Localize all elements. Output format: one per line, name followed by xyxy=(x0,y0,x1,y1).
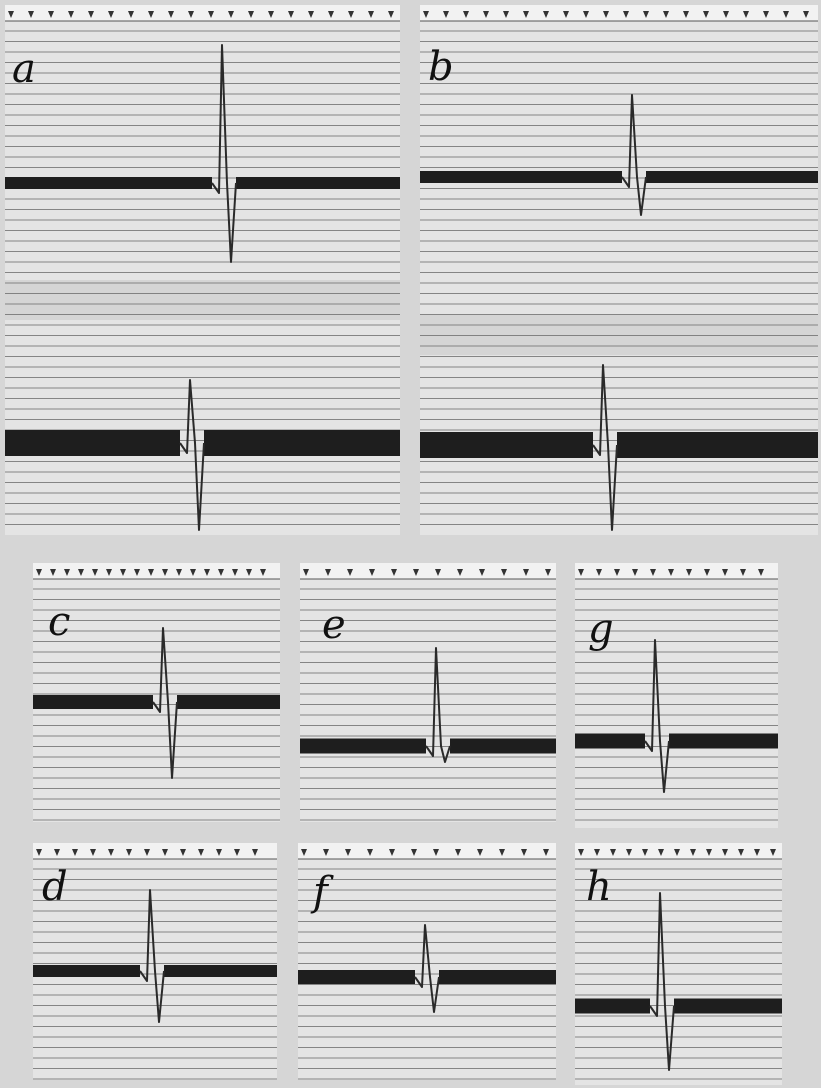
oscillogram-panel xyxy=(33,843,277,1080)
panel-label: g xyxy=(588,606,614,652)
trace xyxy=(164,965,277,977)
trace xyxy=(298,970,415,984)
exposure-band xyxy=(420,315,818,355)
trace xyxy=(420,432,593,458)
trace xyxy=(575,999,650,1014)
time-strip xyxy=(33,563,280,579)
trace xyxy=(204,430,400,456)
time-strip xyxy=(575,563,778,579)
trace xyxy=(674,999,782,1014)
time-strip xyxy=(300,563,556,579)
panel-label: c xyxy=(48,599,70,645)
panel-label: a xyxy=(12,46,36,92)
trace xyxy=(33,695,153,709)
page: {"panels": [ {"label": "a"}, {"label": "… xyxy=(0,0,821,1088)
figure-plate: abcdefgh xyxy=(0,0,821,1088)
oscillogram-panel xyxy=(420,5,818,535)
trace xyxy=(646,171,818,183)
time-strip xyxy=(33,843,277,859)
trace xyxy=(236,177,400,189)
oscillogram-panel xyxy=(575,563,778,828)
trace xyxy=(575,734,645,749)
panel-label: b xyxy=(428,44,454,90)
exposure-band xyxy=(5,280,400,320)
panel-background xyxy=(298,843,556,1080)
trace xyxy=(177,695,280,709)
trace xyxy=(300,739,426,754)
trace xyxy=(5,177,212,189)
time-strip xyxy=(5,5,400,21)
trace xyxy=(439,970,556,984)
trace xyxy=(5,430,180,456)
oscillogram-panel xyxy=(5,5,400,535)
trace xyxy=(617,432,818,458)
panel-label: e xyxy=(322,602,346,648)
trace xyxy=(669,734,778,749)
oscillogram-panel xyxy=(298,843,556,1080)
panel-label: d xyxy=(42,864,68,910)
trace xyxy=(420,171,622,183)
panel-label: h xyxy=(586,864,612,910)
time-strip xyxy=(298,843,556,859)
trace xyxy=(33,965,140,977)
time-strip xyxy=(420,5,818,21)
trace xyxy=(450,739,556,754)
